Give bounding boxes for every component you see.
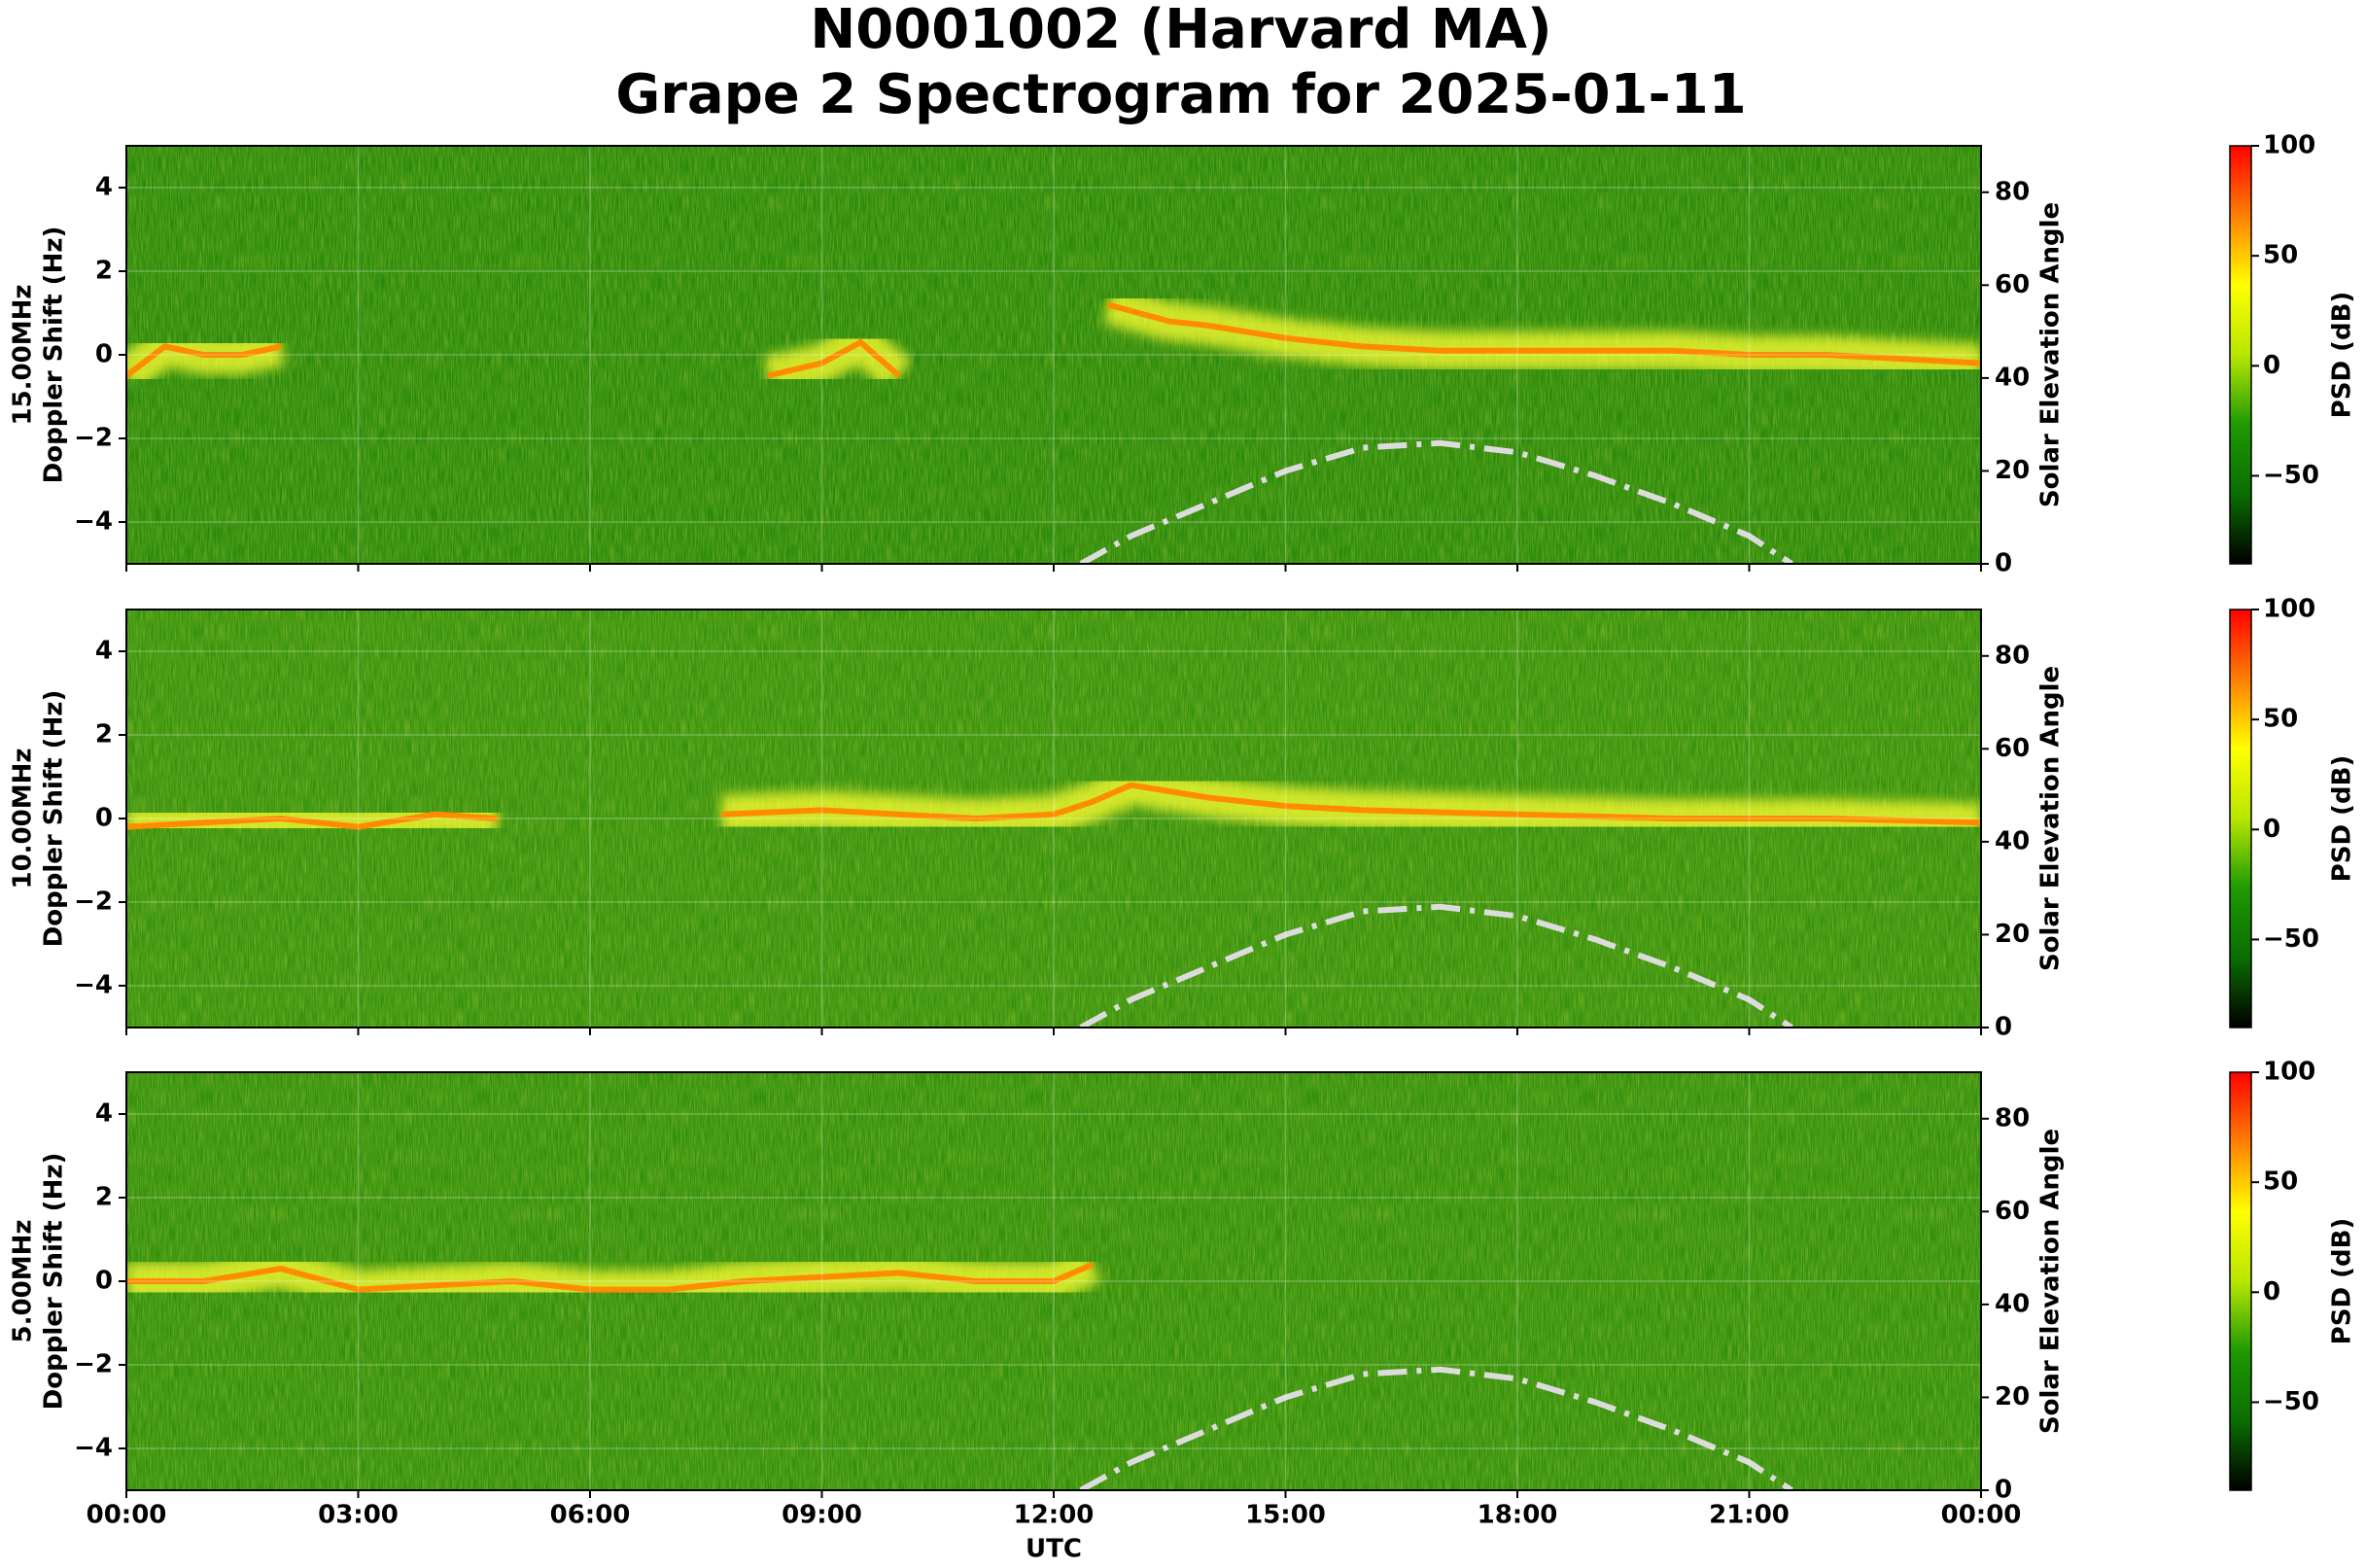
x-tick-label: 00:00: [87, 1501, 167, 1530]
solar-elevation-line: [1079, 1366, 1793, 1490]
title-line: Grape 2 Spectrogram for 2025-01-11: [615, 63, 1746, 126]
doppler-trace: [126, 811, 498, 830]
y-tick-label: −4: [74, 971, 113, 1000]
x-tick-label: 09:00: [782, 1501, 862, 1530]
y-axis-label: Doppler Shift (Hz): [40, 1153, 69, 1411]
y-tick-label: −2: [74, 888, 113, 917]
y-axis-label: Doppler Shift (Hz): [40, 226, 69, 484]
doppler-trace: [126, 1262, 1094, 1293]
x-tick-label: 12:00: [1014, 1501, 1095, 1530]
colorbar-tick-label: 0: [2263, 1277, 2280, 1307]
y2-axis-label: Solar Elevation Angle: [2036, 1129, 2066, 1434]
y-tick-label: 0: [95, 804, 113, 833]
y-tick-label: 2: [95, 1183, 113, 1212]
y-axis-label: Doppler Shift (Hz): [40, 690, 69, 948]
y2-tick-label: 40: [1995, 363, 2030, 392]
y-tick-label: −4: [74, 1434, 113, 1463]
solar-elevation-line: [1079, 439, 1793, 564]
x-tick-label: 06:00: [550, 1501, 631, 1530]
y-axis-label: 10.00MHz: [9, 748, 38, 889]
colorbar-tick-label: 50: [2263, 241, 2298, 270]
colorbar-label: PSD (dB): [2328, 1218, 2357, 1345]
plot-frame: [125, 145, 1982, 565]
x-tick-label: 18:00: [1478, 1501, 1558, 1530]
solar-elevation-line: [1079, 903, 1793, 1028]
title-line: N0001002 (Harvard MA): [810, 0, 1551, 61]
y-tick-label: 2: [95, 720, 113, 749]
colorbar-tick-label: −50: [2263, 461, 2319, 490]
y2-tick-label: 0: [1995, 1013, 2012, 1042]
y2-tick-label: 40: [1995, 1289, 2030, 1318]
colorbar-tick-label: 0: [2263, 815, 2280, 844]
y2-tick-label: 80: [1995, 1103, 2030, 1132]
y-axis-label: 15.00MHz: [9, 284, 38, 425]
plot-area: [126, 764, 1981, 1028]
x-tick-label: 15:00: [1245, 1501, 1326, 1530]
y-tick-label: 2: [95, 257, 113, 286]
y2-tick-label: 80: [1995, 177, 2030, 206]
colorbar-tick-label: 100: [2263, 1058, 2315, 1087]
y2-tick-label: 60: [1995, 1197, 2030, 1226]
colorbar-tick-label: 50: [2263, 1167, 2298, 1197]
colorbar: [2229, 1071, 2252, 1491]
y-tick-label: −2: [74, 424, 113, 453]
y-tick-label: −4: [74, 507, 113, 537]
colorbar-tick-label: 0: [2263, 351, 2280, 380]
colorbar: [2229, 145, 2252, 565]
x-tick-label: 21:00: [1709, 1501, 1790, 1530]
plot-frame: [125, 609, 1982, 1028]
colorbar-tick-label: −50: [2263, 924, 2319, 954]
y-tick-label: 4: [95, 173, 113, 202]
x-tick-label: 03:00: [318, 1501, 399, 1530]
x-axis-label: UTC: [1026, 1535, 1082, 1564]
colorbar-tick-label: 100: [2263, 131, 2315, 160]
y2-axis-label: Solar Elevation Angle: [2036, 202, 2066, 507]
y-tick-label: 0: [95, 340, 113, 369]
y-tick-label: 0: [95, 1267, 113, 1296]
y-tick-label: 4: [95, 637, 113, 666]
doppler-trace: [126, 343, 282, 378]
y-tick-label: −2: [74, 1350, 113, 1379]
y-axis-label: 5.00MHz: [9, 1220, 38, 1343]
colorbar: [2229, 609, 2252, 1028]
y2-tick-label: 20: [1995, 456, 2030, 485]
colorbar-label: PSD (dB): [2328, 755, 2357, 883]
y2-tick-label: 60: [1995, 734, 2030, 763]
doppler-trace: [721, 782, 1981, 826]
y-tick-label: 4: [95, 1099, 113, 1129]
colorbar-tick-label: −50: [2263, 1387, 2319, 1416]
doppler-trace: [767, 338, 901, 379]
y2-tick-label: 60: [1995, 270, 2030, 299]
colorbar-tick-label: 100: [2263, 595, 2315, 624]
y2-tick-label: 0: [1995, 549, 2012, 578]
doppler-trace: [1106, 301, 1981, 366]
plot-area: [126, 286, 1981, 564]
y2-axis-label: Solar Elevation Angle: [2036, 666, 2066, 971]
y2-tick-label: 40: [1995, 826, 2030, 855]
colorbar-tick-label: 50: [2263, 705, 2298, 734]
x-tick-label: 00:00: [1941, 1501, 2022, 1530]
y2-tick-label: 80: [1995, 641, 2030, 670]
plot-frame: [125, 1071, 1982, 1491]
colorbar-label: PSD (dB): [2328, 292, 2357, 419]
plot-area: [126, 1246, 1793, 1490]
y2-tick-label: 20: [1995, 1382, 2030, 1411]
y2-tick-label: 0: [1995, 1476, 2012, 1505]
y2-tick-label: 20: [1995, 920, 2030, 949]
